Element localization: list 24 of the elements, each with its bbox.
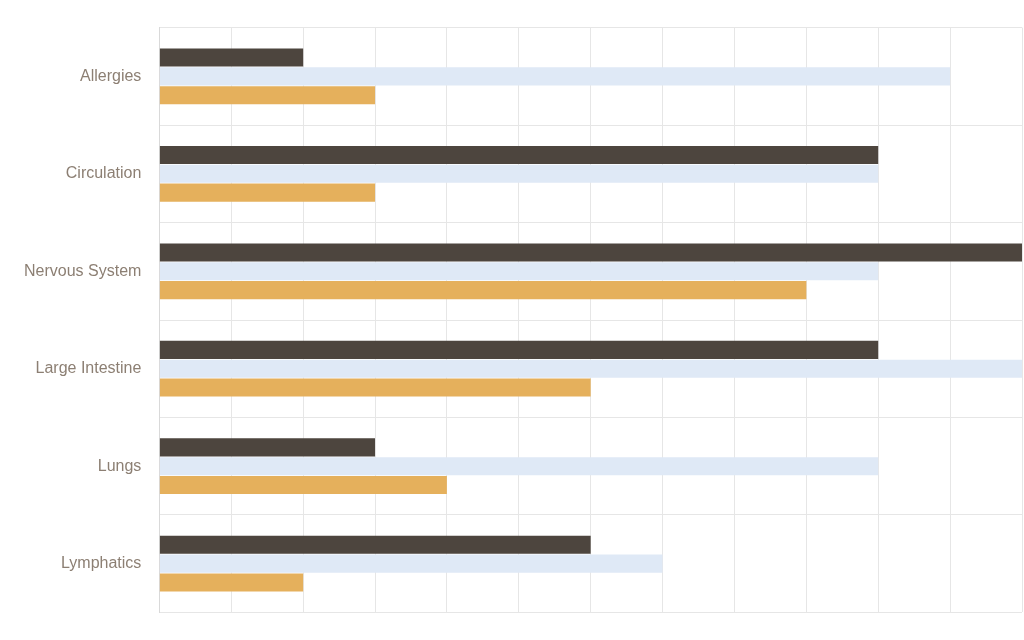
bar [159,67,951,86]
bar [159,457,879,476]
bar [159,145,879,164]
y-tick-label: Lymphatics [61,554,142,572]
bar [159,359,1022,378]
y-tick-label: Allergies [80,66,142,84]
bar [159,243,1022,262]
bar [159,164,879,183]
bar [159,183,376,202]
bar [159,554,663,573]
bar [159,48,304,67]
bar [159,378,591,397]
bar [159,476,447,495]
bar [159,340,879,359]
bar [159,535,591,554]
bar [159,438,376,457]
bar [159,281,807,300]
y-tick-label: Nervous System [23,261,142,279]
y-tick-label: Lungs [97,456,142,474]
bar [159,86,376,105]
y-tick-label: Circulation [65,164,142,182]
y-tick-label: Large Intestine [35,359,142,377]
bar [159,573,304,592]
bar [159,262,879,281]
